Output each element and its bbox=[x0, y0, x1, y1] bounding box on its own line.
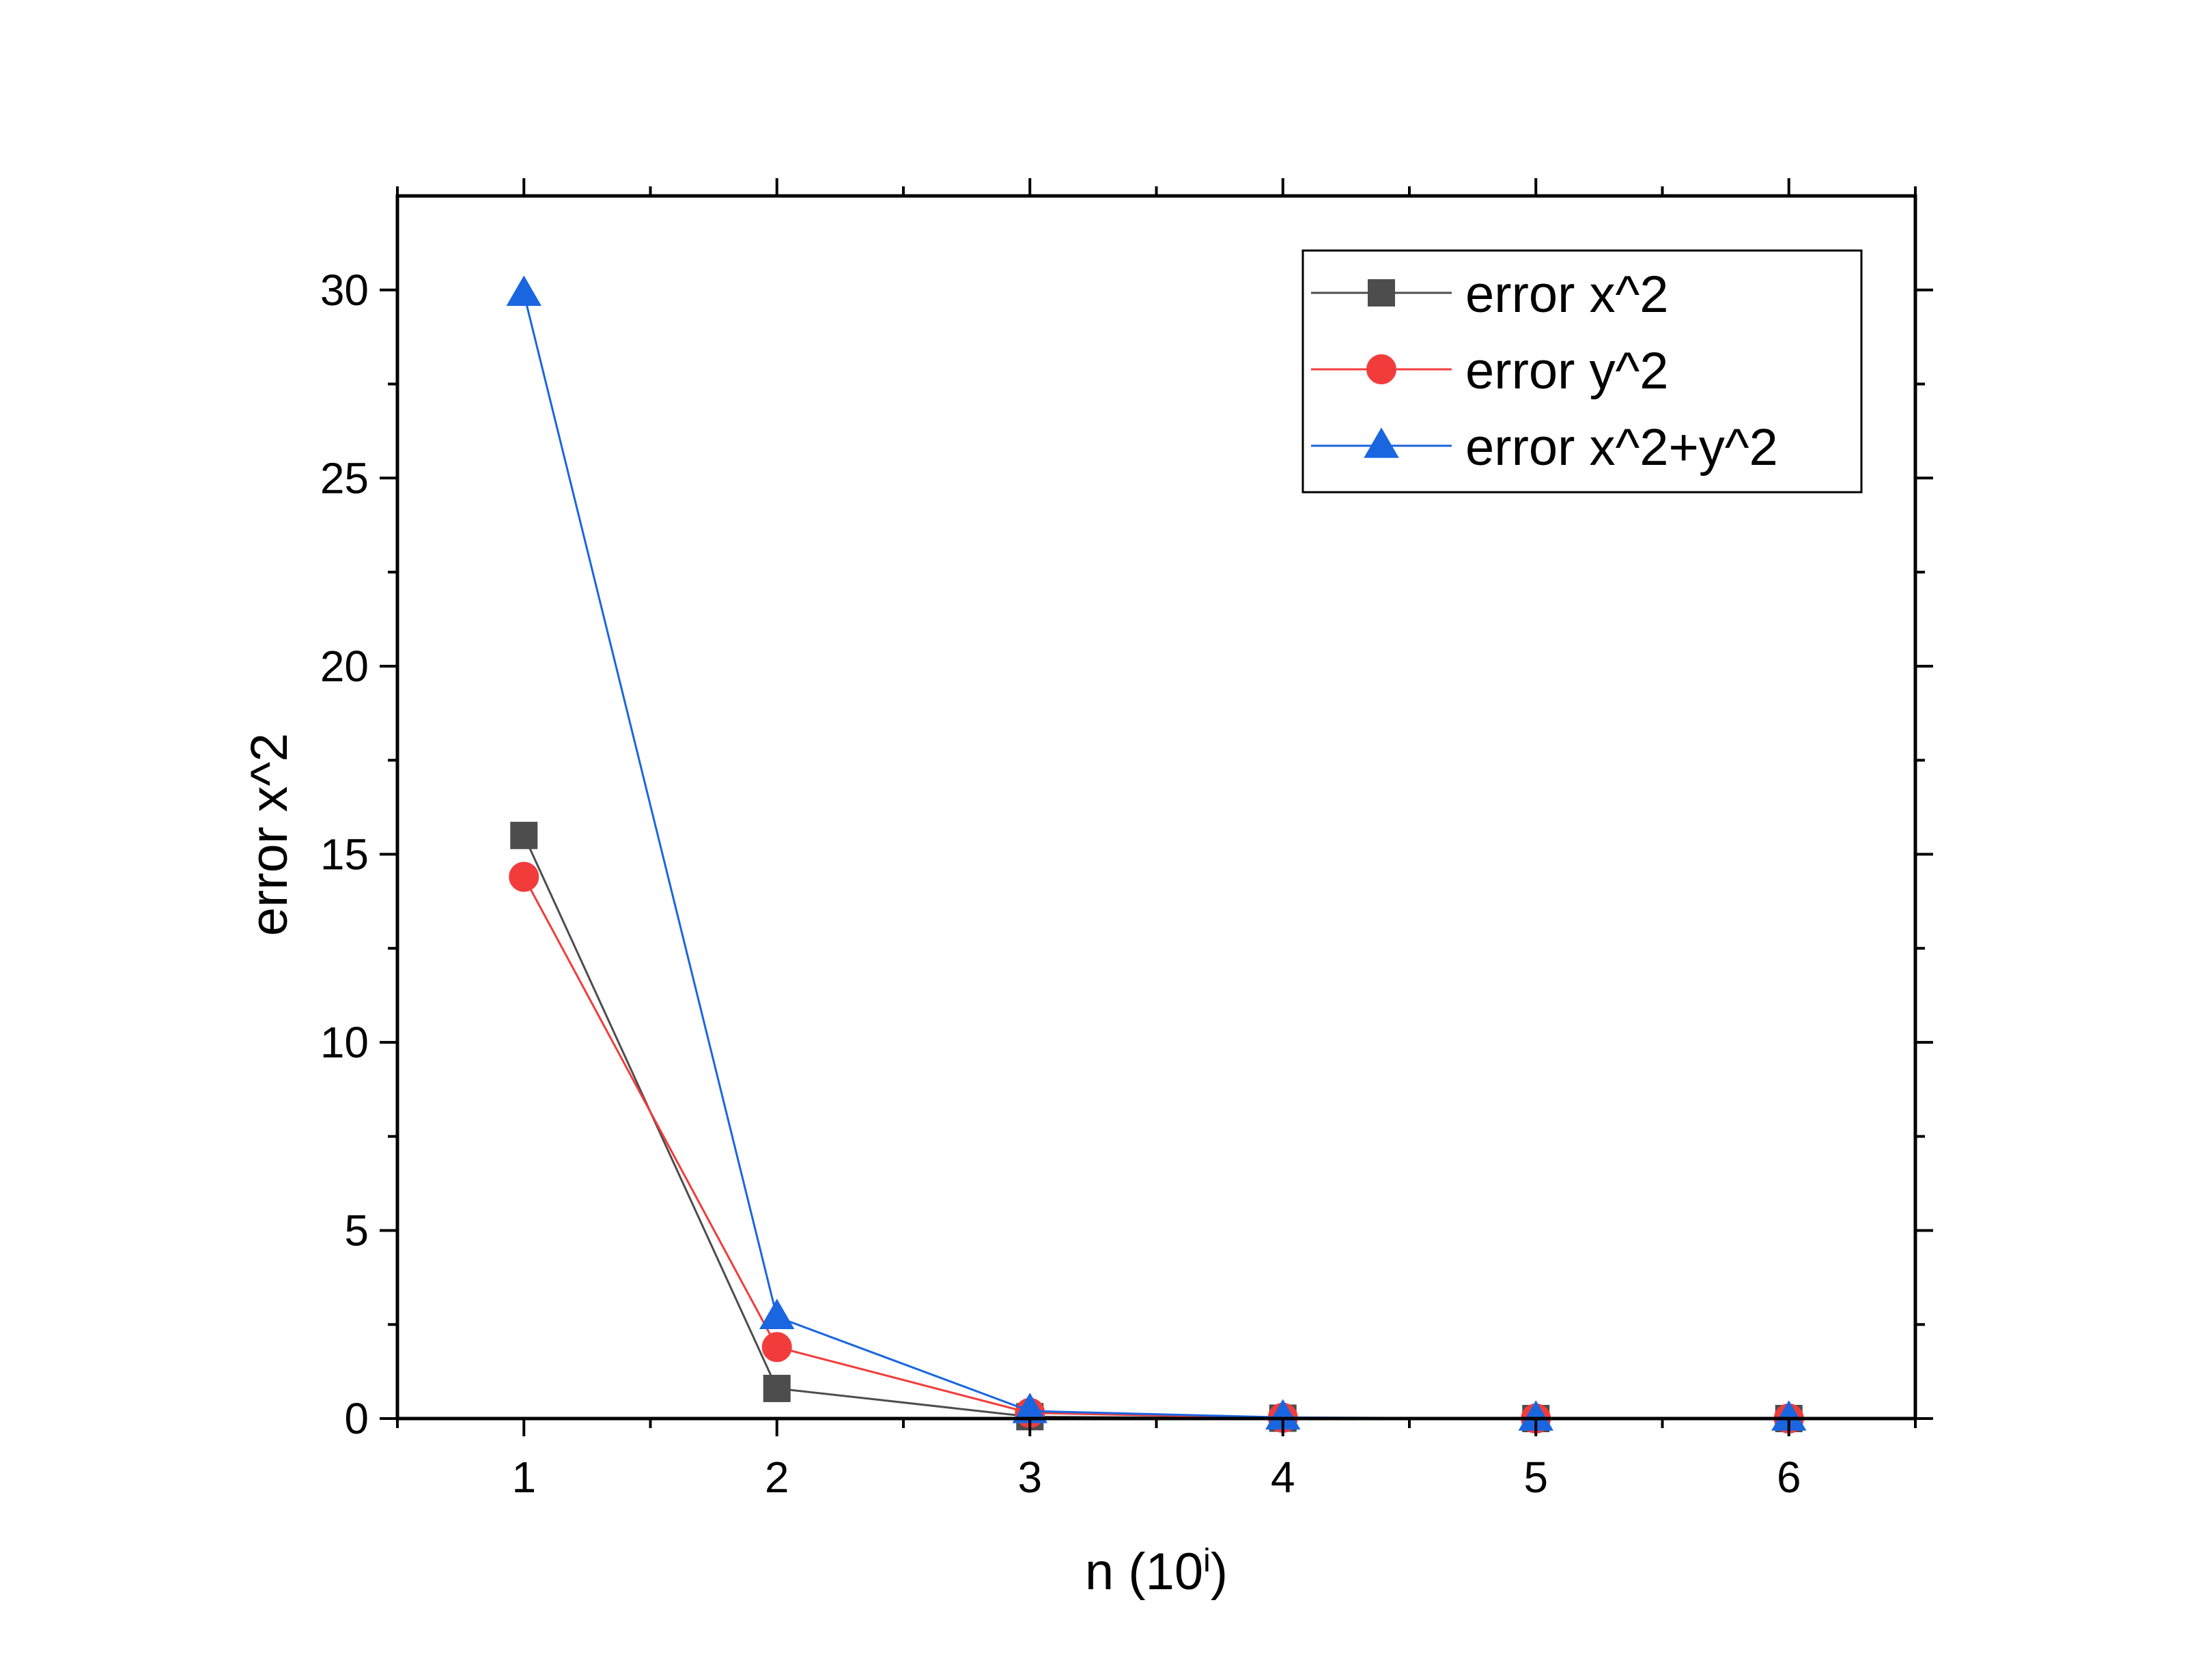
legend-item: error y^2 bbox=[1311, 342, 1669, 400]
series-1 bbox=[510, 821, 1803, 1432]
y-axis-title: error x^2 bbox=[240, 733, 298, 937]
x-tick-label: 6 bbox=[1777, 1453, 1801, 1502]
y-tick-label: 10 bbox=[320, 1018, 369, 1067]
data-point bbox=[506, 275, 541, 307]
y-tick-label: 5 bbox=[344, 1206, 369, 1255]
x-axis-title-main: n (10 bbox=[1085, 1543, 1203, 1601]
y-tick-label: 30 bbox=[320, 266, 369, 315]
legend-label: error y^2 bbox=[1465, 342, 1669, 400]
x-tick-label: 4 bbox=[1271, 1453, 1295, 1502]
legend-label: error x^2+y^2 bbox=[1465, 418, 1778, 476]
series-line bbox=[522, 835, 1789, 1420]
series-line bbox=[522, 876, 1789, 1420]
y-tick-label: 25 bbox=[320, 453, 369, 502]
legend-marker bbox=[1366, 354, 1396, 384]
data-point bbox=[763, 1374, 791, 1402]
x-axis-title: n (10i) bbox=[1085, 1543, 1228, 1601]
data-point bbox=[759, 1298, 795, 1330]
legend-label: error x^2 bbox=[1465, 266, 1669, 324]
y-tick-label: 0 bbox=[344, 1394, 369, 1443]
data-point bbox=[510, 821, 538, 849]
x-tick-label: 3 bbox=[1017, 1453, 1042, 1502]
x-tick-label: 2 bbox=[765, 1453, 789, 1502]
series-2 bbox=[509, 862, 1804, 1434]
x-tick-label: 1 bbox=[511, 1453, 536, 1502]
legend-item: error x^2 bbox=[1311, 266, 1669, 324]
x-axis-title-superscript: i bbox=[1203, 1543, 1211, 1579]
legend-item: error x^2+y^2 bbox=[1311, 418, 1778, 476]
legend: error x^2 error y^2 error x^2+y^2 bbox=[1301, 249, 1863, 494]
data-point bbox=[761, 1332, 792, 1363]
data-point bbox=[509, 862, 539, 892]
legend-marker bbox=[1364, 427, 1399, 458]
x-tick-label: 5 bbox=[1523, 1453, 1548, 1502]
y-tick-label: 20 bbox=[320, 642, 369, 691]
axes-layer: 1 2 3 4 5 6 0 5 10 15 20 25 30 bbox=[320, 178, 1933, 1502]
legend-marker bbox=[1368, 279, 1395, 307]
y-tick-label: 15 bbox=[320, 829, 369, 879]
x-axis-title-suffix: ) bbox=[1211, 1543, 1228, 1601]
